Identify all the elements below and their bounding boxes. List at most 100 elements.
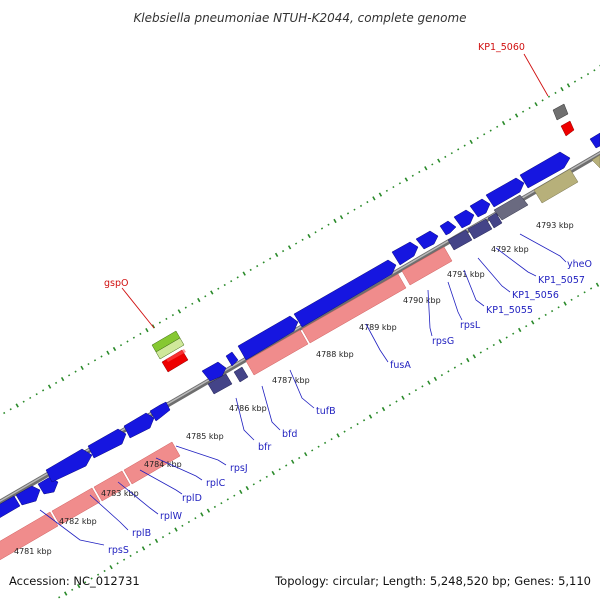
cds-forward[interactable] xyxy=(519,151,571,189)
cds-reverse-rplC[interactable] xyxy=(245,329,309,376)
gc-skew-mark xyxy=(453,366,456,369)
cds-forward[interactable] xyxy=(225,351,239,367)
gc-skew-mark xyxy=(239,489,243,494)
gc-skew-mark xyxy=(411,174,414,177)
gc-skew-mark xyxy=(324,441,327,444)
cds-reverse[interactable] xyxy=(123,441,181,485)
gc-skew-mark xyxy=(171,314,174,317)
cds-reverse[interactable] xyxy=(0,511,59,561)
gc-skew-mark xyxy=(476,137,479,140)
gene-label-kp1-5057[interactable]: KP1_5057 xyxy=(538,275,585,286)
cds-dim-kp1-5057[interactable] xyxy=(493,194,529,221)
cds-forward[interactable] xyxy=(15,485,41,506)
gc-skew-mark xyxy=(531,320,535,325)
cds-forward[interactable] xyxy=(201,361,227,382)
cds-reverse[interactable] xyxy=(93,470,131,502)
gc-skew-mark xyxy=(158,321,161,324)
gc-skew-mark xyxy=(168,532,171,535)
cds-olive-yheO[interactable] xyxy=(533,168,579,204)
gspO-feature[interactable] xyxy=(151,330,189,373)
kbp-label: 4793 kbp xyxy=(536,221,574,230)
gene-label-tufB[interactable]: tufB xyxy=(316,406,336,417)
kp1-5060-feature[interactable] xyxy=(552,103,575,137)
gc-skew-mark xyxy=(271,470,275,476)
gene-label-rpsS[interactable]: rpsS xyxy=(108,545,129,556)
gene-label-rpsJ[interactable]: rpsJ xyxy=(230,463,248,474)
cds-forward[interactable] xyxy=(45,448,93,483)
gene-label-rplC[interactable]: rplC xyxy=(206,478,226,489)
gene-leaders xyxy=(39,53,567,546)
gene-label-gspO[interactable]: gspO xyxy=(104,278,129,289)
gene-label-kp1-5055[interactable]: KP1_5055 xyxy=(486,305,533,316)
gc-skew-mark xyxy=(339,215,344,220)
gc-skew-mark xyxy=(242,271,246,276)
gene-label-yheO[interactable]: yheO xyxy=(567,259,592,270)
cds-forward[interactable] xyxy=(123,412,155,439)
gene-label-rplW[interactable]: rplW xyxy=(160,511,183,522)
gene-label-rplD[interactable]: rplD xyxy=(182,493,202,504)
gc-skew-mark xyxy=(145,328,149,333)
gc-skew-mark xyxy=(245,485,249,491)
cds-reverse-fusA[interactable] xyxy=(401,246,453,286)
cds-forward[interactable] xyxy=(439,220,457,236)
gene-label-fusA[interactable]: fusA xyxy=(390,360,411,371)
reverse-strand-track xyxy=(0,246,453,561)
gc-skew-mark xyxy=(223,283,226,287)
kbp-label: 4786 kbp xyxy=(229,404,267,413)
gc-skew-mark xyxy=(483,133,486,136)
topology-summary-text: Topology: circular; Length: 5,248,520 bp… xyxy=(274,574,591,588)
gc-skew-track xyxy=(3,64,600,599)
gc-skew-mark xyxy=(431,163,434,166)
gc-skew-mark xyxy=(74,370,77,373)
cds-dim-kp1-5055[interactable] xyxy=(467,218,493,240)
gc-skew-mark xyxy=(148,543,152,546)
cds-forward[interactable] xyxy=(87,428,127,459)
cds-olive[interactable] xyxy=(591,154,600,169)
gc-skew-mark xyxy=(15,403,19,408)
cds-forward[interactable] xyxy=(485,177,525,208)
cds-forward[interactable] xyxy=(0,495,21,520)
gc-skew-mark xyxy=(534,102,538,107)
cds-dim-kp1-5056[interactable] xyxy=(487,212,503,229)
gene-label-rpsL[interactable]: rpsL xyxy=(460,320,481,331)
gc-skew-mark xyxy=(112,346,117,352)
gc-skew-mark xyxy=(460,362,463,365)
gc-skew-mark xyxy=(35,393,38,396)
kbp-label: 4789 kbp xyxy=(359,323,397,332)
cds-forward-tufB[interactable] xyxy=(237,315,299,361)
cds-forward[interactable] xyxy=(453,209,475,229)
cds-dim-rpsL[interactable] xyxy=(447,229,473,251)
cds-dim-bfd[interactable] xyxy=(233,366,249,383)
cds-forward[interactable] xyxy=(415,230,439,250)
gene-label-bfr[interactable]: bfr xyxy=(258,442,271,453)
gc-skew-mark xyxy=(525,325,528,328)
gene-label-kp1-5056[interactable]: KP1_5056 xyxy=(512,290,559,301)
gc-skew-mark xyxy=(444,155,447,158)
gc-skew-mark xyxy=(256,265,259,268)
cds-forward[interactable] xyxy=(149,401,171,422)
gc-skew-mark xyxy=(262,261,265,264)
cds-reverse[interactable] xyxy=(51,487,101,526)
cds-forward[interactable] xyxy=(469,198,491,218)
gc-skew-mark xyxy=(197,297,201,303)
gene-label-rpsG[interactable]: rpsG xyxy=(432,336,454,347)
gc-skew-mark xyxy=(586,73,590,76)
gene-label-kp1-5060[interactable]: KP1_5060 xyxy=(478,42,525,53)
gc-skew-mark xyxy=(71,588,74,591)
gene-label-rplB[interactable]: rplB xyxy=(132,528,151,539)
cds-reverse-tufB[interactable] xyxy=(301,273,407,344)
gc-skew-mark xyxy=(135,551,139,554)
gc-skew-mark xyxy=(233,494,236,497)
cds-forward-fusA[interactable] xyxy=(293,259,397,328)
gc-skew-mark xyxy=(368,414,373,419)
gc-skew-mark xyxy=(466,357,470,363)
gc-skew-mark xyxy=(187,520,190,524)
cds-forward[interactable] xyxy=(589,132,600,149)
cds-forward[interactable] xyxy=(391,241,419,266)
gc-skew-mark xyxy=(259,479,262,482)
cds-dim-bfr[interactable] xyxy=(207,373,233,395)
gene-label-bfd[interactable]: bfd xyxy=(282,429,297,440)
gc-skew-mark xyxy=(437,158,441,163)
gc-skew-mark xyxy=(595,282,600,287)
gc-skew-mark xyxy=(447,370,450,373)
